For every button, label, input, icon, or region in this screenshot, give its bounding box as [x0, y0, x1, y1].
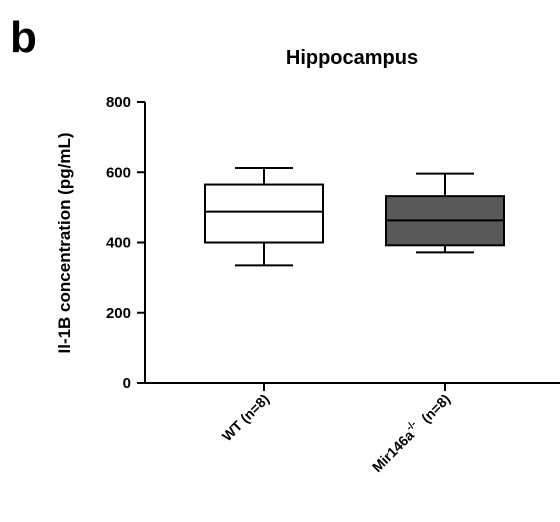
y-tick-label: 800	[106, 94, 131, 111]
box-plot-1	[204, 167, 324, 267]
x-category-label: WT (n=8)	[219, 391, 272, 444]
panel-letter: b	[10, 13, 37, 62]
y-tick-label: 200	[106, 305, 131, 322]
y-axis-label: Il-1B concentration (pg/mL)	[55, 133, 74, 354]
category-name: Mir146a	[369, 427, 417, 475]
y-tick-label: 0	[123, 375, 131, 392]
category-suffix: (n=8)	[412, 391, 453, 432]
y-tick-label: 600	[106, 164, 131, 181]
iqr-box	[204, 183, 324, 244]
box-plot-2	[385, 172, 505, 254]
y-tick-label: 400	[106, 235, 131, 252]
category-suffix: (n=8)	[234, 391, 272, 429]
x-category-label: Mir146a-/- (n=8)	[367, 389, 453, 475]
chart-title: Hippocampus	[286, 47, 418, 69]
